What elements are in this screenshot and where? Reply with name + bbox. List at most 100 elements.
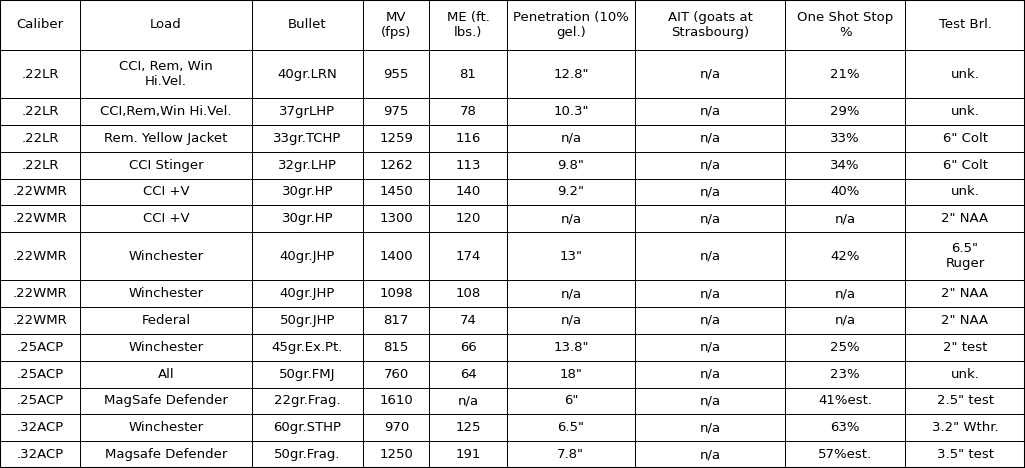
- Text: n/a: n/a: [834, 314, 856, 327]
- Bar: [363, 280, 429, 307]
- Bar: [80, 50, 252, 98]
- Bar: [905, 98, 1025, 125]
- Bar: [905, 152, 1025, 179]
- Bar: [785, 152, 905, 179]
- Bar: [506, 280, 636, 307]
- Text: 7.8": 7.8": [558, 448, 584, 461]
- Text: 2" test: 2" test: [943, 341, 987, 354]
- Bar: [363, 361, 429, 388]
- Bar: [80, 307, 252, 334]
- Bar: [905, 205, 1025, 232]
- Bar: [506, 179, 636, 205]
- Text: 30gr.HP: 30gr.HP: [282, 212, 333, 225]
- Text: 63%: 63%: [830, 421, 860, 434]
- Bar: [363, 50, 429, 98]
- Text: Winchester: Winchester: [128, 250, 204, 263]
- Bar: [785, 307, 905, 334]
- Bar: [363, 334, 429, 361]
- Bar: [0, 280, 80, 307]
- Bar: [429, 361, 506, 388]
- Text: 81: 81: [459, 67, 477, 80]
- Text: CCI Stinger: CCI Stinger: [129, 159, 203, 172]
- Bar: [252, 280, 363, 307]
- Text: n/a: n/a: [457, 395, 479, 408]
- Text: 23%: 23%: [830, 368, 860, 380]
- Bar: [905, 0, 1025, 50]
- Text: Rem. Yellow Jacket: Rem. Yellow Jacket: [105, 132, 228, 145]
- Text: 1098: 1098: [379, 287, 413, 300]
- Text: 1610: 1610: [379, 395, 413, 408]
- Bar: [363, 441, 429, 468]
- Text: Winchester: Winchester: [128, 421, 204, 434]
- Bar: [80, 232, 252, 280]
- Text: 6.5"
Ruger: 6.5" Ruger: [945, 242, 985, 270]
- Text: n/a: n/a: [699, 185, 721, 198]
- Bar: [506, 125, 636, 152]
- Text: 6.5": 6.5": [558, 421, 584, 434]
- Text: 30gr.HP: 30gr.HP: [282, 185, 333, 198]
- Text: 174: 174: [455, 250, 481, 263]
- Bar: [636, 152, 785, 179]
- Bar: [0, 307, 80, 334]
- Bar: [252, 334, 363, 361]
- Text: .22LR: .22LR: [22, 159, 58, 172]
- Bar: [80, 179, 252, 205]
- Text: 25%: 25%: [830, 341, 860, 354]
- Text: .22LR: .22LR: [22, 105, 58, 118]
- Text: 9.2": 9.2": [558, 185, 584, 198]
- Text: All: All: [158, 368, 174, 380]
- Bar: [506, 414, 636, 441]
- Bar: [252, 179, 363, 205]
- Text: .25ACP: .25ACP: [16, 368, 64, 380]
- Text: 6": 6": [564, 395, 578, 408]
- Text: 40%: 40%: [830, 185, 860, 198]
- Text: CCI +V: CCI +V: [142, 185, 190, 198]
- Text: 33%: 33%: [830, 132, 860, 145]
- Bar: [252, 50, 363, 98]
- Bar: [429, 50, 506, 98]
- Bar: [363, 125, 429, 152]
- Text: 116: 116: [455, 132, 481, 145]
- Bar: [252, 388, 363, 414]
- Bar: [785, 50, 905, 98]
- Bar: [785, 441, 905, 468]
- Bar: [80, 280, 252, 307]
- Bar: [506, 232, 636, 280]
- Text: .22LR: .22LR: [22, 132, 58, 145]
- Bar: [429, 280, 506, 307]
- Text: CCI,Rem,Win Hi.Vel.: CCI,Rem,Win Hi.Vel.: [100, 105, 232, 118]
- Bar: [636, 50, 785, 98]
- Text: CCI +V: CCI +V: [142, 212, 190, 225]
- Text: 40gr.JHP: 40gr.JHP: [280, 287, 335, 300]
- Text: 815: 815: [383, 341, 409, 354]
- Bar: [785, 280, 905, 307]
- Bar: [80, 125, 252, 152]
- Text: .22WMR: .22WMR: [12, 212, 68, 225]
- Text: .25ACP: .25ACP: [16, 395, 64, 408]
- Bar: [80, 152, 252, 179]
- Text: 9.8": 9.8": [558, 159, 584, 172]
- Text: 50gr.JHP: 50gr.JHP: [280, 314, 335, 327]
- Bar: [0, 334, 80, 361]
- Text: Winchester: Winchester: [128, 341, 204, 354]
- Text: 50gr.FMJ: 50gr.FMJ: [279, 368, 335, 380]
- Bar: [506, 205, 636, 232]
- Text: 32gr.LHP: 32gr.LHP: [278, 159, 337, 172]
- Bar: [905, 179, 1025, 205]
- Text: 12.8": 12.8": [554, 67, 588, 80]
- Bar: [252, 307, 363, 334]
- Bar: [80, 388, 252, 414]
- Bar: [506, 98, 636, 125]
- Text: .22WMR: .22WMR: [12, 185, 68, 198]
- Text: MagSafe Defender: MagSafe Defender: [105, 395, 228, 408]
- Bar: [80, 361, 252, 388]
- Text: 22gr.Frag.: 22gr.Frag.: [274, 395, 340, 408]
- Bar: [785, 98, 905, 125]
- Bar: [636, 414, 785, 441]
- Bar: [0, 98, 80, 125]
- Text: 2" NAA: 2" NAA: [941, 212, 988, 225]
- Text: 74: 74: [459, 314, 477, 327]
- Text: unk.: unk.: [950, 368, 980, 380]
- Bar: [80, 205, 252, 232]
- Text: Test Brl.: Test Brl.: [939, 19, 991, 31]
